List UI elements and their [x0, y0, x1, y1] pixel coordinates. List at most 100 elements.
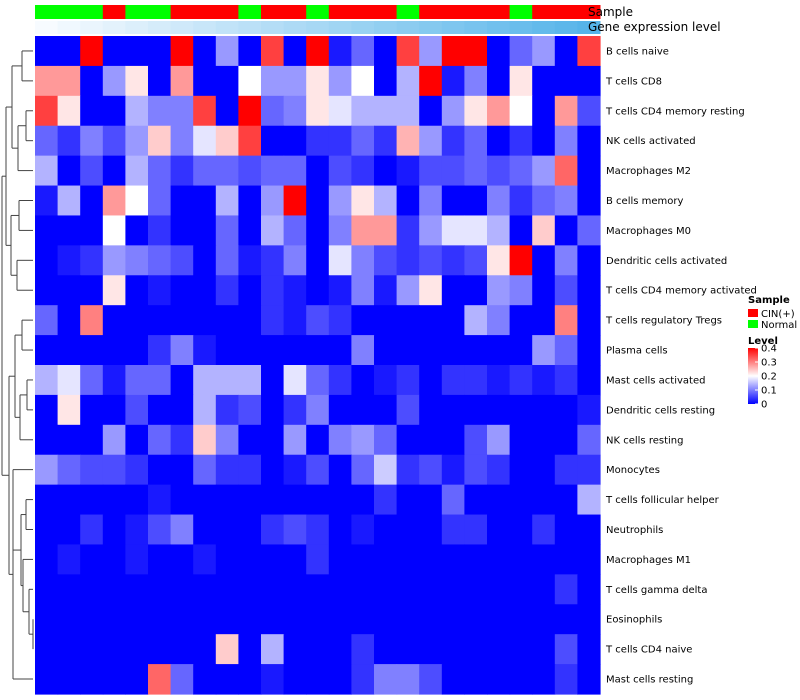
- heatmap-cell: [35, 305, 59, 336]
- heatmap-cell: [215, 604, 239, 635]
- heatmap-cell: [532, 514, 556, 546]
- heatmap-cell: [374, 95, 398, 127]
- heatmap-cell: [193, 36, 217, 67]
- heatmap-cell: [328, 365, 352, 396]
- heatmap-cell: [554, 484, 578, 516]
- heatmap-cell: [238, 544, 262, 575]
- heatmap-cell: [80, 185, 104, 217]
- heatmap-cell: [532, 305, 556, 336]
- legend-color-ramp: [748, 348, 758, 404]
- heatmap-cell: [35, 65, 59, 97]
- heatmap-cell: [261, 65, 285, 97]
- heatmap-cell: [238, 65, 262, 97]
- heatmap-cell: [374, 185, 398, 217]
- legend-label-cin: CIN(+): [761, 309, 795, 320]
- heatmap-cell: [509, 305, 533, 336]
- heatmap-cell: [215, 514, 239, 546]
- heatmap-cell: [396, 574, 420, 605]
- heatmap-cell: [328, 574, 352, 605]
- gene-anno-cell: [35, 21, 59, 34]
- heatmap-cell: [532, 544, 556, 575]
- legend-level-title: Level: [748, 336, 778, 347]
- heatmap-cell: [170, 275, 194, 306]
- heatmap-cell: [487, 155, 511, 187]
- heatmap-cell: [351, 275, 375, 306]
- heatmap-cell: [396, 664, 420, 695]
- gene-anno-cell: [170, 21, 194, 34]
- heatmap-cell: [577, 454, 601, 486]
- heatmap-cell: [419, 394, 443, 426]
- gene-anno-cell: [374, 21, 398, 34]
- sample-anno-cell: [125, 5, 149, 19]
- heatmap-cell: [328, 604, 352, 635]
- heatmap-cell: [532, 125, 556, 157]
- heatmap-cell: [306, 604, 330, 635]
- heatmap-cell: [396, 335, 420, 366]
- heatmap-cell: [419, 484, 443, 516]
- heatmap-cell: [193, 335, 217, 366]
- heatmap-cell: [374, 215, 398, 246]
- row-label: T cells follicular helper: [605, 495, 720, 506]
- sample-anno-cell: [532, 5, 556, 19]
- heatmap-cell: [125, 305, 149, 336]
- gene-anno-cell: [419, 21, 443, 34]
- heatmap-cell: [57, 424, 81, 456]
- heatmap-cell: [125, 424, 149, 456]
- heatmap-cell: [238, 484, 262, 516]
- heatmap-cell: [261, 544, 285, 575]
- heatmap-cell: [193, 484, 217, 516]
- heatmap-cell: [419, 335, 443, 366]
- heatmap-cell: [193, 125, 217, 157]
- heatmap-cell: [193, 664, 217, 695]
- row-labels: B cells naive T cells CD8 T cells CD4 memo…: [605, 46, 757, 685]
- heatmap-cell: [419, 95, 443, 127]
- heatmap-cell: [261, 215, 285, 246]
- heatmap-cell: [396, 155, 420, 187]
- heatmap-cell: [170, 305, 194, 336]
- heatmap-cell: [396, 484, 420, 516]
- heatmap-cell: [509, 604, 533, 635]
- heatmap-cell: [328, 454, 352, 486]
- heatmap-cell: [328, 275, 352, 306]
- heatmap-cell: [509, 335, 533, 366]
- heatmap-cell: [283, 424, 307, 456]
- heatmap-cell: [487, 514, 511, 546]
- heatmap-cell: [554, 365, 578, 396]
- heatmap-cell: [170, 484, 194, 516]
- heatmap-cell: [419, 185, 443, 217]
- heatmap-cell: [80, 394, 104, 426]
- heatmap-cell: [328, 335, 352, 366]
- heatmap-cell: [487, 394, 511, 426]
- heatmap-cell: [464, 275, 488, 306]
- heatmap-cell: [328, 484, 352, 516]
- heatmap-cell: [487, 185, 511, 217]
- heatmap-cell: [238, 245, 262, 276]
- sample-anno-cell: [261, 5, 285, 19]
- heatmap-cell: [328, 305, 352, 336]
- row-label: T cells CD8: [605, 76, 662, 87]
- heatmap-cell: [554, 215, 578, 246]
- row-label: Plasma cells: [606, 346, 668, 357]
- heatmap-cell: [487, 365, 511, 396]
- heatmap-cell: [577, 125, 601, 157]
- heatmap-cell: [148, 365, 172, 396]
- heatmap-cell: [396, 125, 420, 157]
- heatmap-cell: [509, 484, 533, 516]
- heatmap-cell: [396, 514, 420, 546]
- heatmap-cell: [464, 514, 488, 546]
- heatmap-cell: [238, 365, 262, 396]
- heatmap-cell: [306, 305, 330, 336]
- heatmap-cell: [35, 544, 59, 575]
- heatmap-cell: [57, 484, 81, 516]
- heatmap-cell: [57, 604, 81, 635]
- heatmap-cell: [261, 125, 285, 157]
- heatmap-cell: [170, 36, 194, 67]
- heatmap-cell: [328, 125, 352, 157]
- heatmap-cell: [351, 125, 375, 157]
- row-label: T cells CD4 memory activated: [605, 286, 757, 297]
- heatmap-cell: [419, 634, 443, 665]
- gene-anno-cell: [148, 21, 172, 34]
- heatmap-cell: [170, 424, 194, 456]
- heatmap-cell: [35, 574, 59, 605]
- heatmap-cell: [487, 95, 511, 127]
